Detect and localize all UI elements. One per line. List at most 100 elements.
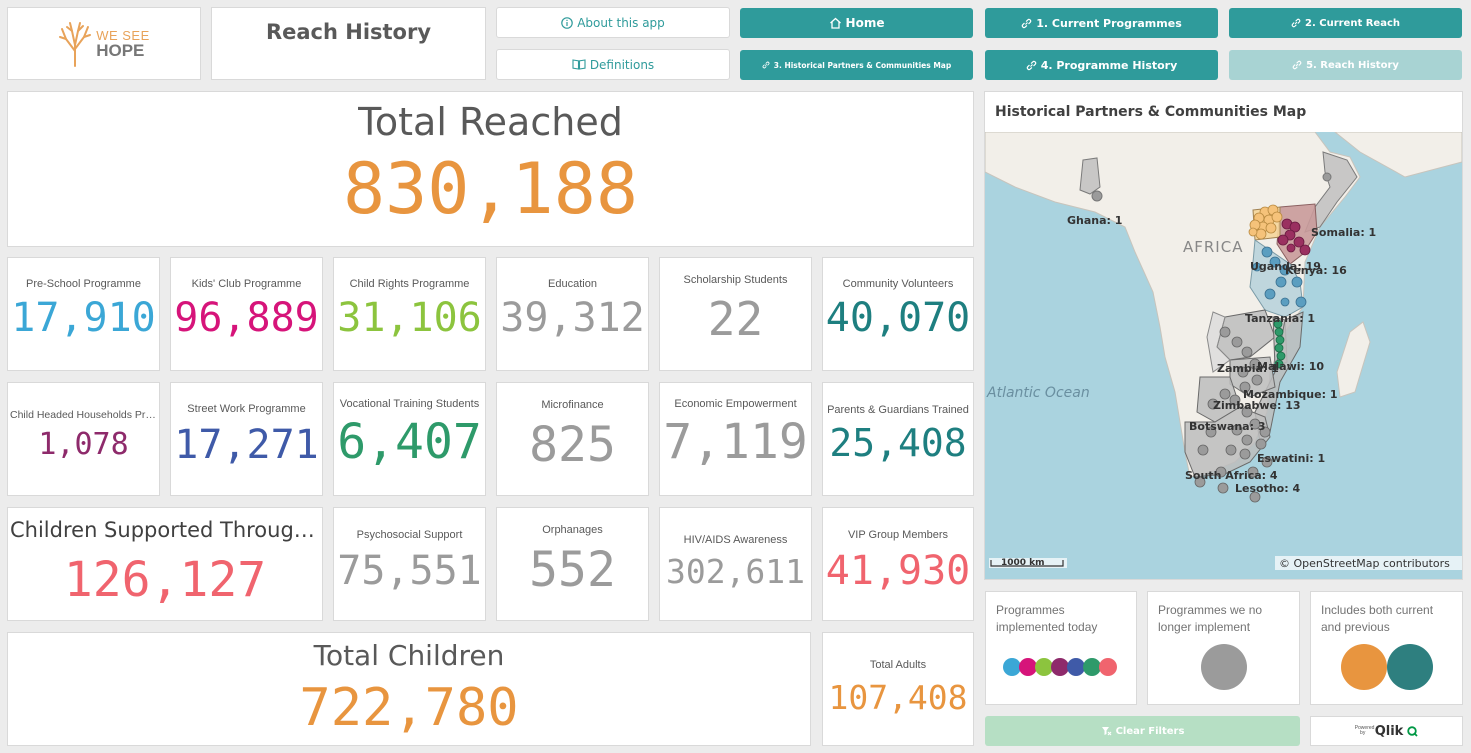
- region-ghana: [1079, 157, 1101, 195]
- map-attribution[interactable]: © OpenStreetMap contributors: [1279, 557, 1450, 570]
- kpi-value: 6,407: [337, 414, 482, 470]
- qlik-logo-text: Qlik: [1374, 723, 1404, 739]
- kpi-children-supported[interactable]: Children Supported Through ... 126,127: [7, 507, 323, 621]
- kpi-label: Economic Empowerment: [674, 398, 797, 410]
- map-card[interactable]: Historical Partners & Communities Map: [984, 91, 1463, 580]
- book-icon: [572, 59, 586, 70]
- kpi-value: 31,106: [337, 295, 482, 341]
- kpi-value: 96,889: [174, 295, 319, 341]
- map-points: [1091, 172, 1332, 503]
- about-button[interactable]: About this app: [496, 7, 730, 38]
- reach-history-button[interactable]: 5. Reach History: [1229, 50, 1462, 80]
- link-icon: [762, 61, 770, 69]
- reach-history-label: 5. Reach History: [1306, 59, 1399, 71]
- country-label: Uganda: 19: [1250, 260, 1321, 273]
- kpi-orphanages[interactable]: Orphanages 552: [496, 507, 649, 621]
- kpi-parents-guardians[interactable]: Parents & Guardians Trained 25,408: [822, 382, 974, 496]
- map-title: Historical Partners & Communities Map: [985, 92, 1462, 132]
- kpi-label: Kids' Club Programme: [191, 278, 302, 290]
- kpi-economic-empowerment[interactable]: Economic Empowerment 7,119: [659, 382, 812, 496]
- kpi-value: 22: [707, 292, 764, 346]
- clear-filters-button[interactable]: Clear Filters: [985, 716, 1300, 746]
- country-label: Botswana: 3: [1189, 420, 1265, 433]
- kpi-child-rights[interactable]: Child Rights Programme 31,106: [333, 257, 486, 371]
- tree-logo-icon: [59, 21, 92, 67]
- kpi-community-volunteers[interactable]: Community Volunteers 40,070: [822, 257, 974, 371]
- map-scale-bar: 1000 km: [989, 558, 1067, 568]
- legend-dot: [1003, 658, 1021, 676]
- legend-dot: [1340, 644, 1387, 690]
- kpi-kids-club[interactable]: Kids' Club Programme 96,889: [170, 257, 323, 371]
- kpi-vip-group[interactable]: VIP Group Members 41,930: [822, 507, 974, 621]
- programme-history-label: 4. Programme History: [1040, 58, 1178, 72]
- link-icon: [1291, 18, 1301, 28]
- total-reached-label: Total Reached: [358, 100, 623, 144]
- about-label: About this app: [577, 15, 665, 30]
- kpi-value: 39,312: [500, 295, 645, 341]
- kpi-pre-school[interactable]: Pre-School Programme 17,910: [7, 257, 160, 371]
- kpi-value: 1,078: [38, 427, 129, 462]
- map-continent-label: AFRICA: [1183, 238, 1243, 256]
- kpi-label: VIP Group Members: [847, 529, 949, 541]
- home-button[interactable]: Home: [740, 8, 973, 38]
- region-south-africa: [1184, 406, 1271, 478]
- kpi-value: 40,070: [825, 295, 971, 341]
- legend-both-card: Includes both current and previous: [1310, 591, 1463, 705]
- legend-both-label: Includes both current and previous: [1321, 603, 1434, 634]
- kpi-education[interactable]: Education 39,312: [496, 257, 649, 371]
- kpi-label: Children Supported Through ...: [10, 518, 322, 542]
- kpi-vocational[interactable]: Vocational Training Students 6,407: [333, 382, 486, 496]
- kpi-value: 17,271: [174, 422, 319, 468]
- kpi-label: Street Work Programme: [187, 403, 306, 415]
- current-programmes-label: 1. Current Programmes: [1036, 16, 1182, 30]
- powered-by-label: Powered by: [1354, 725, 1375, 736]
- kpi-label: Psychosocial Support: [356, 529, 463, 541]
- map-canvas[interactable]: AFRICA Atlantic Ocean Ghana: 1 Somalia: …: [985, 132, 1462, 579]
- kpi-label: Pre-School Programme: [26, 278, 141, 290]
- legend-dot: [1019, 658, 1037, 676]
- kpi-psychosocial[interactable]: Psychosocial Support 75,551: [333, 507, 486, 621]
- legend-no-longer-label: Programmes we no longer implement: [1158, 603, 1263, 634]
- madagascar: [1336, 321, 1371, 398]
- country-label: Lesotho: 4: [1235, 482, 1300, 495]
- kpi-label: HIV/AIDS Awareness: [683, 534, 788, 546]
- programme-history-button[interactable]: 4. Programme History: [985, 50, 1218, 80]
- country-label: South Africa: 4: [1185, 469, 1278, 482]
- legend-dot: [1051, 658, 1069, 676]
- kpi-label: Child Headed Households Pro...: [10, 409, 159, 421]
- logo-text-top: WE SEE: [96, 27, 150, 43]
- total-reached-value: 830,188: [342, 148, 638, 230]
- qlik-q-icon: [1407, 725, 1418, 737]
- kpi-label: Scholarship Students: [683, 274, 788, 286]
- kpi-street-work[interactable]: Street Work Programme 17,271: [170, 382, 323, 496]
- kpi-value: 302,611: [665, 552, 806, 591]
- current-programmes-button[interactable]: 1. Current Programmes: [985, 8, 1218, 38]
- kpi-label: Education: [548, 278, 597, 290]
- kpi-microfinance[interactable]: Microfinance 825: [496, 382, 649, 496]
- total-children-card[interactable]: Total Children 722,780: [7, 632, 811, 746]
- country-label: Tanzania: 1: [1245, 312, 1315, 325]
- total-reached-card[interactable]: Total Reached 830,188: [7, 91, 974, 247]
- clear-filters-label: Clear Filters: [1115, 725, 1185, 737]
- legend-no-longer-card: Programmes we no longer implement: [1147, 591, 1300, 705]
- country-label: Eswatini: 1: [1257, 452, 1325, 465]
- kpi-label: Child Rights Programme: [349, 278, 470, 290]
- kpi-label: Orphanages: [542, 524, 603, 536]
- kpi-child-headed[interactable]: Child Headed Households Pro... 1,078: [7, 382, 160, 496]
- current-reach-button[interactable]: 2. Current Reach: [1229, 8, 1462, 38]
- kpi-label: Community Volunteers: [842, 278, 954, 290]
- kpi-hiv-aids[interactable]: HIV/AIDS Awareness 302,611: [659, 507, 812, 621]
- kpi-value: 7,119: [663, 414, 808, 470]
- country-label: Zambia: 1: [1217, 362, 1279, 375]
- historical-map-label: 3. Historical Partners & Communities Map: [773, 60, 952, 70]
- country-label: Kenya: 16: [1285, 264, 1347, 277]
- page-title: Reach History: [265, 20, 432, 44]
- historical-map-button[interactable]: 3. Historical Partners & Communities Map: [740, 50, 973, 80]
- link-icon: [1026, 60, 1036, 70]
- link-icon: [1022, 18, 1032, 28]
- legend-dot: [1200, 644, 1247, 690]
- country-label: Zimbabwe: 13: [1213, 399, 1301, 412]
- total-adults-card[interactable]: Total Adults 107,408: [822, 632, 974, 746]
- kpi-scholarship[interactable]: Scholarship Students 22: [659, 257, 812, 371]
- definitions-button[interactable]: Definitions: [496, 49, 730, 80]
